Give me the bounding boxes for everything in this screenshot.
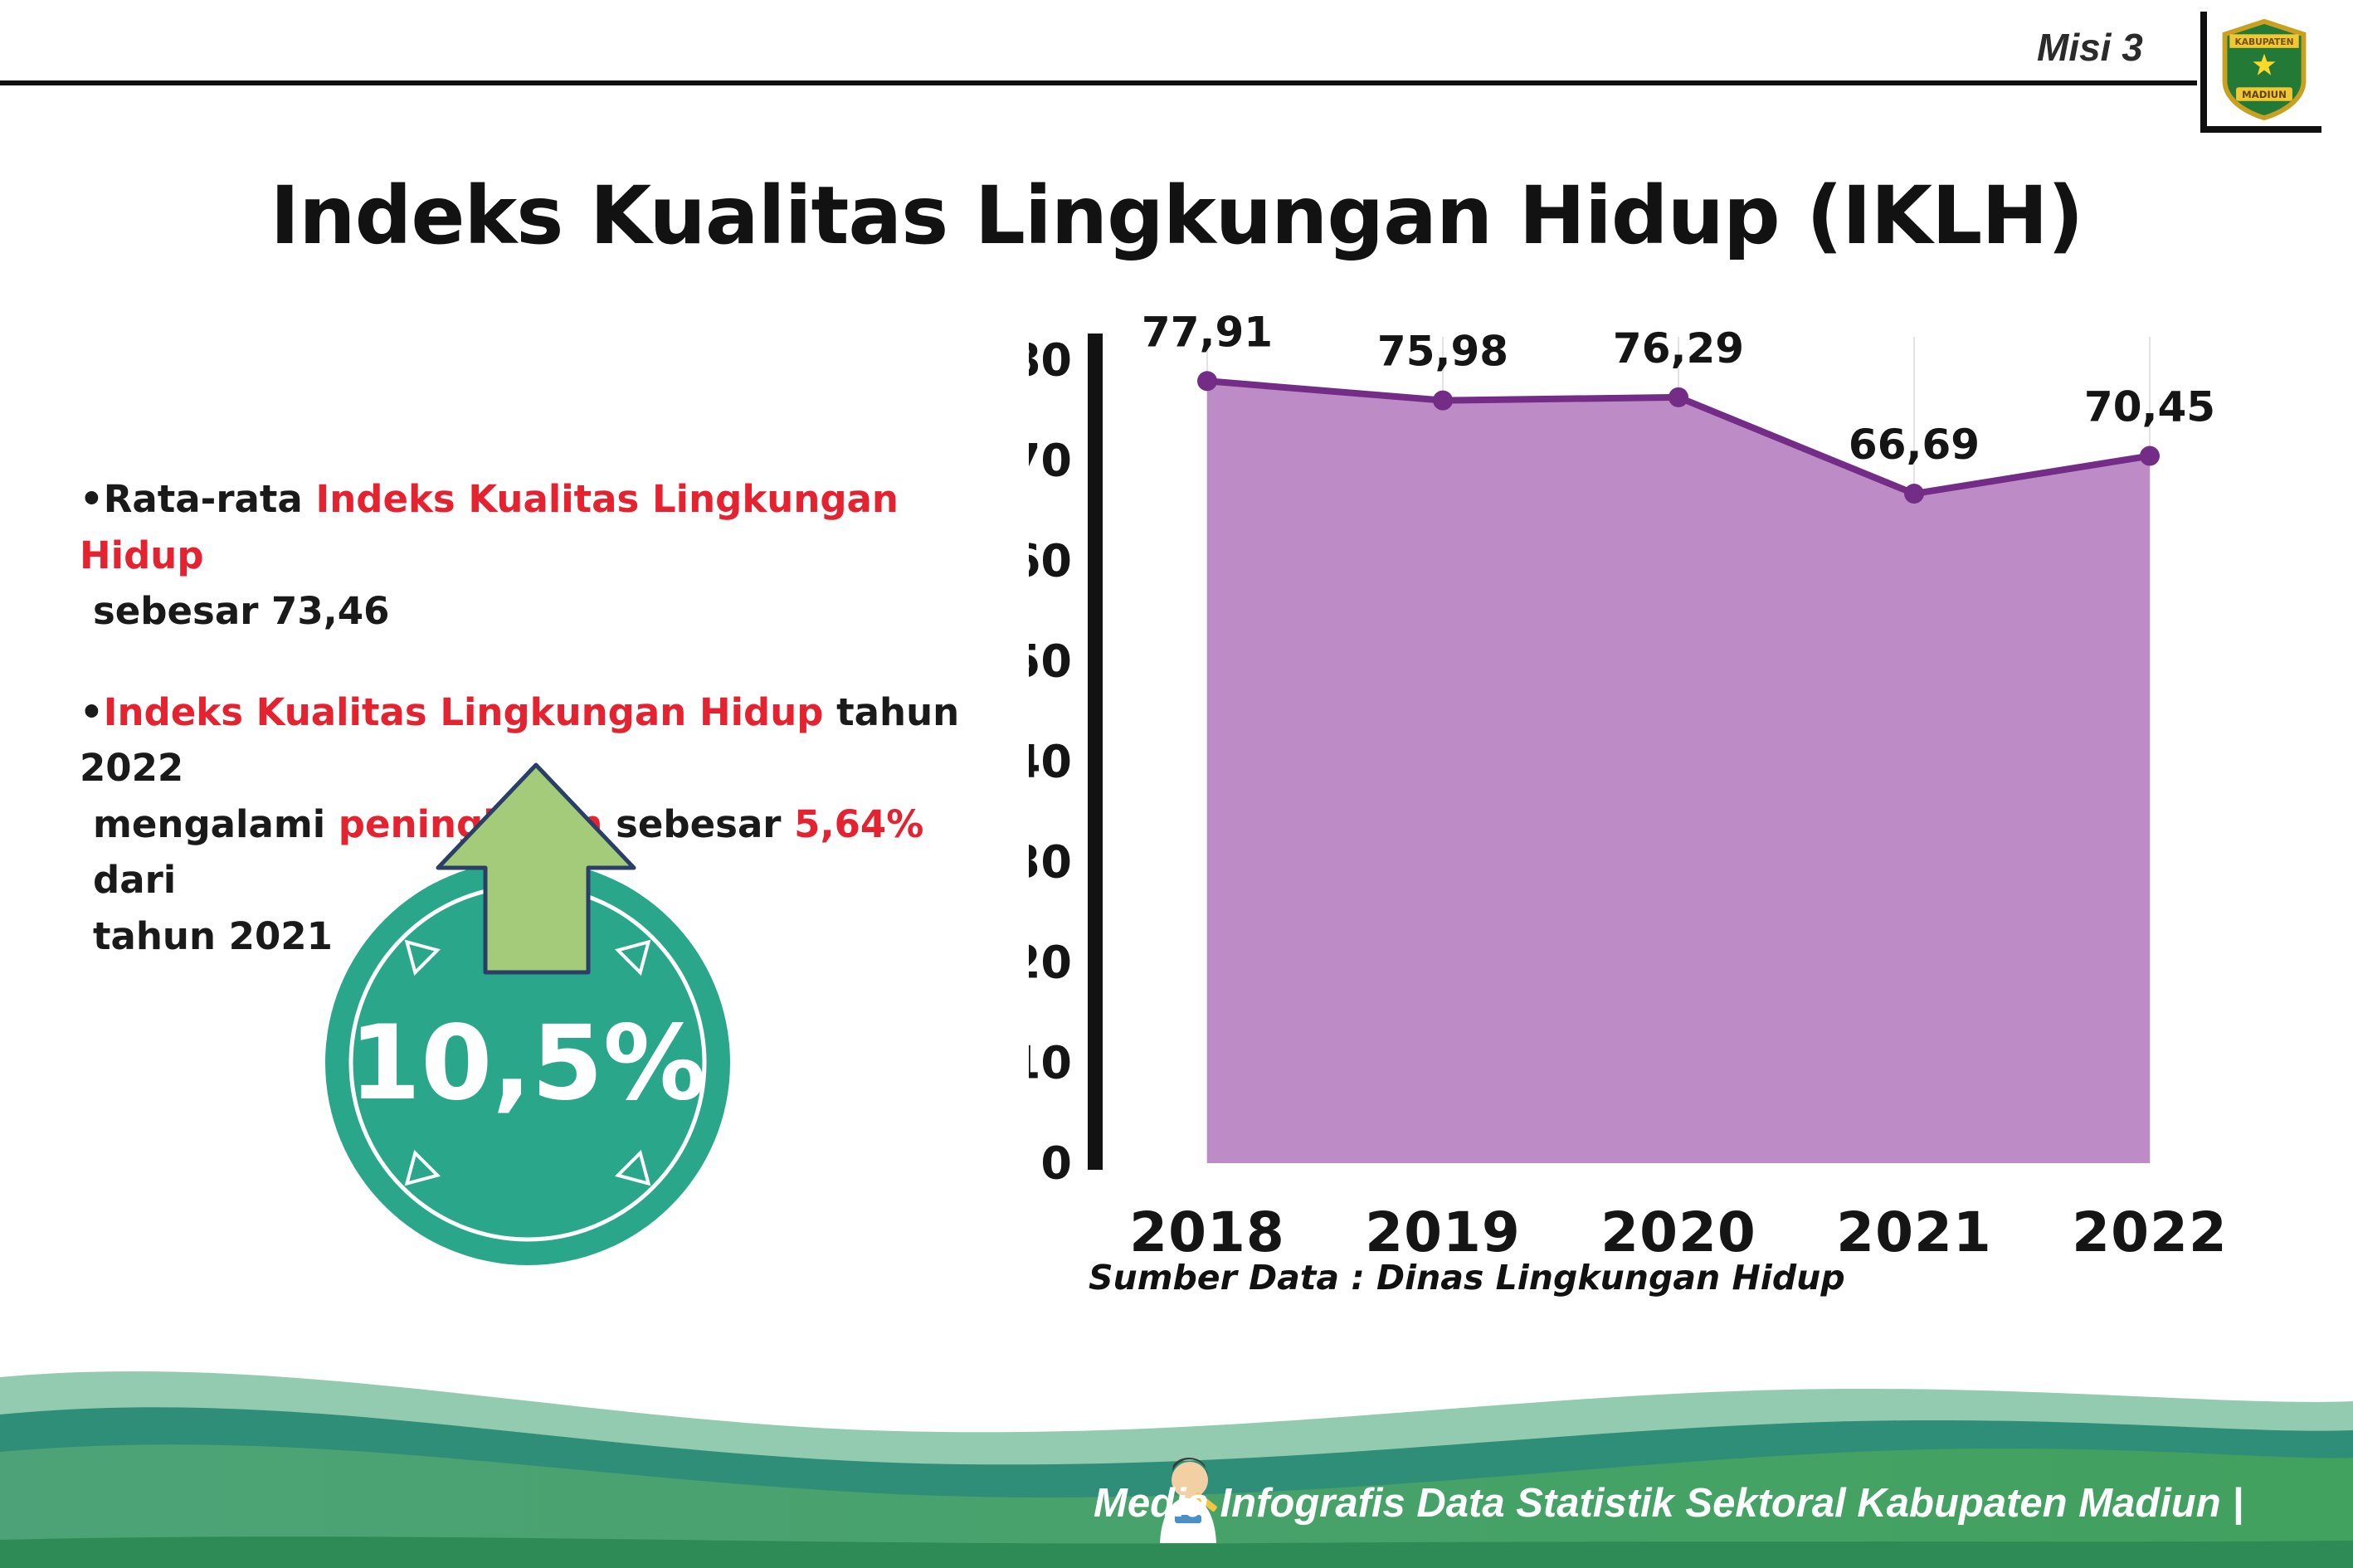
x-tick-label: 2022 (2072, 1200, 2228, 1264)
increase-badge: 10,5% (325, 762, 730, 1265)
x-tick-label: 2019 (1365, 1200, 1521, 1264)
y-tick-label: 50 (1029, 635, 1072, 688)
kabupaten-madiun-logo: KABUPATEN MADIUN (2200, 12, 2321, 133)
y-tick-label: 0 (1040, 1137, 1072, 1190)
badge-tick-triangles (404, 939, 651, 1186)
logo-top-text: KABUPATEN (2235, 37, 2294, 47)
y-tick-label: 60 (1029, 535, 1072, 587)
page-title: Indeks Kualitas Lingkungan Hidup (IKLH) (270, 169, 2084, 263)
logo-shield-icon: KABUPATEN MADIUN (2222, 18, 2307, 121)
value-label: 76,29 (1613, 324, 1744, 373)
bullet2-red1: Indeks Kualitas Lingkungan Hidup (103, 689, 824, 734)
bullet1-black: Rata-rata (103, 477, 316, 521)
header-rule (0, 80, 2197, 85)
bullet2-black3: sebesar (602, 801, 795, 846)
misi-label: Misi 3 (2037, 26, 2143, 69)
data-source-caption: Sumber Data : Dinas Lingkungan Hidup (1089, 1258, 1845, 1298)
bullet2-line1: •Indeks Kualitas Lingkungan Hidup tahun … (80, 684, 1009, 796)
data-point (1433, 390, 1453, 411)
wave-bottom-strip (0, 1536, 2353, 1568)
x-tick-label: 2018 (1129, 1200, 1285, 1264)
data-point (1669, 387, 1688, 407)
x-tick-label: 2020 (1600, 1200, 1756, 1264)
bullet1-line1: •Rata-rata Indeks Kualitas Lingkungan Hi… (80, 471, 1009, 583)
bullet2-red3: 5,64% (794, 801, 924, 846)
footer-caption: Media Infografis Data Statistik Sektoral… (1094, 1481, 2243, 1526)
value-label: 75,98 (1377, 328, 1508, 376)
shield-ribbon (2236, 87, 2292, 101)
shield-top-band (2229, 34, 2299, 48)
value-label: 77,91 (1142, 308, 1273, 356)
bullet2-black1: tahun 2022 (80, 689, 960, 791)
bullet1-red: Indeks Kualitas Lingkungan Hidup (80, 477, 899, 577)
bullet-marker: • (80, 477, 104, 521)
data-point (1197, 371, 1217, 392)
bullet-average-iklh: •Rata-rata Indeks Kualitas Lingkungan Hi… (80, 471, 1009, 640)
y-tick-label: 70 (1029, 435, 1072, 487)
logo-star-icon (2253, 53, 2276, 75)
bullet-marker: • (80, 689, 104, 734)
mascot-icon (1160, 1458, 1217, 1543)
bullet1-line2: sebesar 73,46 (93, 589, 390, 633)
bullet2-black2: mengalami (93, 801, 339, 846)
y-tick-label: 40 (1029, 736, 1072, 788)
value-label: 66,69 (1849, 421, 1980, 469)
y-tick-label: 30 (1029, 836, 1072, 889)
data-point (1904, 484, 1924, 504)
x-tick-label: 2021 (1836, 1200, 1992, 1264)
iklh-chart-container: 0 10 20 30 40 50 60 70 80 77,91 75,98 76,29 66,69 70,… (1010, 305, 2323, 1359)
bullet2-line3: tahun 2021 (93, 913, 333, 958)
iklh-area-chart: 0 10 20 30 40 50 60 70 80 77,91 75,98 76,29 66,69 70,… (1010, 308, 2228, 1264)
y-tick-label: 80 (1029, 334, 1072, 387)
y-tick-label: 10 (1029, 1037, 1072, 1089)
bullet2-black4: dari (93, 858, 177, 902)
up-arrow-icon (436, 762, 636, 975)
logo-bottom-text: MADIUN (2242, 89, 2287, 100)
y-tick-label: 20 (1029, 937, 1072, 989)
data-point (2140, 446, 2160, 466)
badge-value: 10,5% (349, 1004, 706, 1123)
value-label: 70,45 (2084, 383, 2215, 431)
y-axis (1088, 334, 1103, 1170)
area-fill (1207, 381, 2150, 1163)
